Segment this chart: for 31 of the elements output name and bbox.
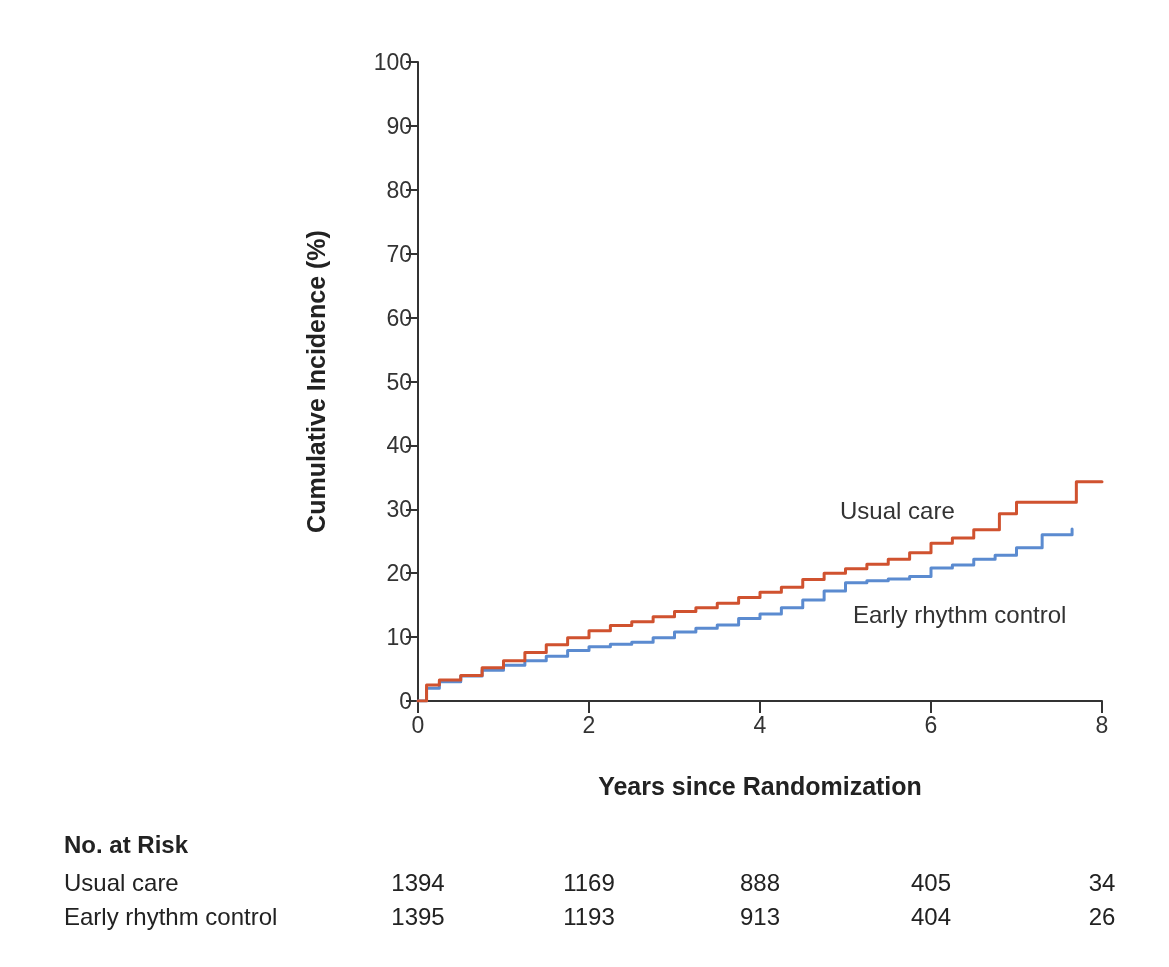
text: Usual care	[64, 868, 179, 896]
y-tick-label: 90	[386, 112, 412, 139]
y-tick-label: 10	[386, 624, 412, 651]
y-tick-label: 20	[386, 560, 412, 587]
text: 405	[910, 868, 952, 896]
text: 34	[1088, 868, 1116, 896]
text: 1395	[391, 902, 445, 930]
x-tick-label: 6	[924, 711, 938, 738]
text: 26	[1088, 902, 1116, 930]
y-tick-label: 100	[373, 49, 412, 75]
y-tick-label: 30	[386, 496, 412, 523]
series-label: Early rhythm control	[852, 600, 1067, 628]
y-tick-label: 50	[386, 368, 412, 395]
y-tick-label: 80	[386, 176, 412, 203]
y-axis-title: Cumulative Incidence (%)	[301, 230, 330, 533]
text: No. at Risk	[64, 830, 189, 858]
text: 913	[739, 902, 781, 930]
x-tick-label: 4	[753, 711, 767, 738]
y-tick-label: 60	[386, 304, 412, 331]
x-tick-label: 2	[582, 711, 596, 738]
series-label: Usual care	[840, 496, 955, 524]
text: 1193	[563, 902, 615, 930]
text: 1169	[563, 868, 615, 896]
text: Early rhythm control	[64, 902, 278, 930]
x-axis-title: Years since Randomization	[598, 771, 922, 800]
text: 888	[739, 868, 781, 896]
x-tick-label: 8	[1095, 711, 1109, 738]
text: 1394	[391, 868, 445, 896]
y-tick-label: 70	[386, 240, 412, 267]
y-tick-label: 40	[386, 432, 412, 459]
text: 404	[910, 902, 952, 930]
